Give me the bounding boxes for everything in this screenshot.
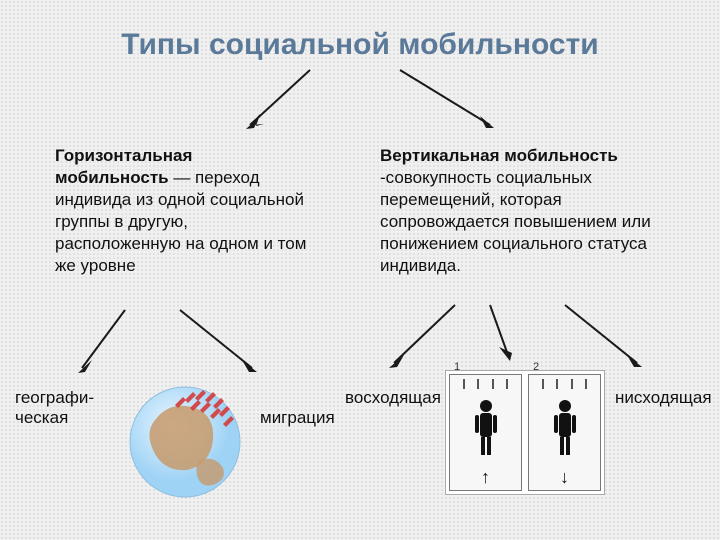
label-geographic-2: ческая xyxy=(15,408,68,428)
elevator-up: 1 ↑ xyxy=(449,374,522,491)
globe-icon xyxy=(115,370,255,500)
arrow-title-left xyxy=(240,70,320,135)
label-geographic-1: географи- xyxy=(15,388,94,408)
elevator-icon: 1 ↑ 2 ↓ xyxy=(445,370,605,495)
elevator-down: 2 ↓ xyxy=(528,374,601,491)
vertical-heading: Вертикальная мобильность xyxy=(380,146,618,165)
arrow-right-descending xyxy=(555,305,655,375)
page-title: Типы социальной мобильности xyxy=(0,28,720,62)
arrow-title-right xyxy=(390,70,510,135)
vertical-block: Вертикальная мобильность -совокупность с… xyxy=(380,145,680,278)
arrow-right-elevator xyxy=(470,305,530,365)
label-ascending: восходящая xyxy=(345,388,441,408)
label-descending: нисходящая xyxy=(615,388,712,408)
vertical-body: -совокупность социальных перемещений, ко… xyxy=(380,168,651,275)
horizontal-block: Горизонтальная мобильность — переход инд… xyxy=(55,145,310,278)
label-migration: миграция xyxy=(260,408,335,428)
